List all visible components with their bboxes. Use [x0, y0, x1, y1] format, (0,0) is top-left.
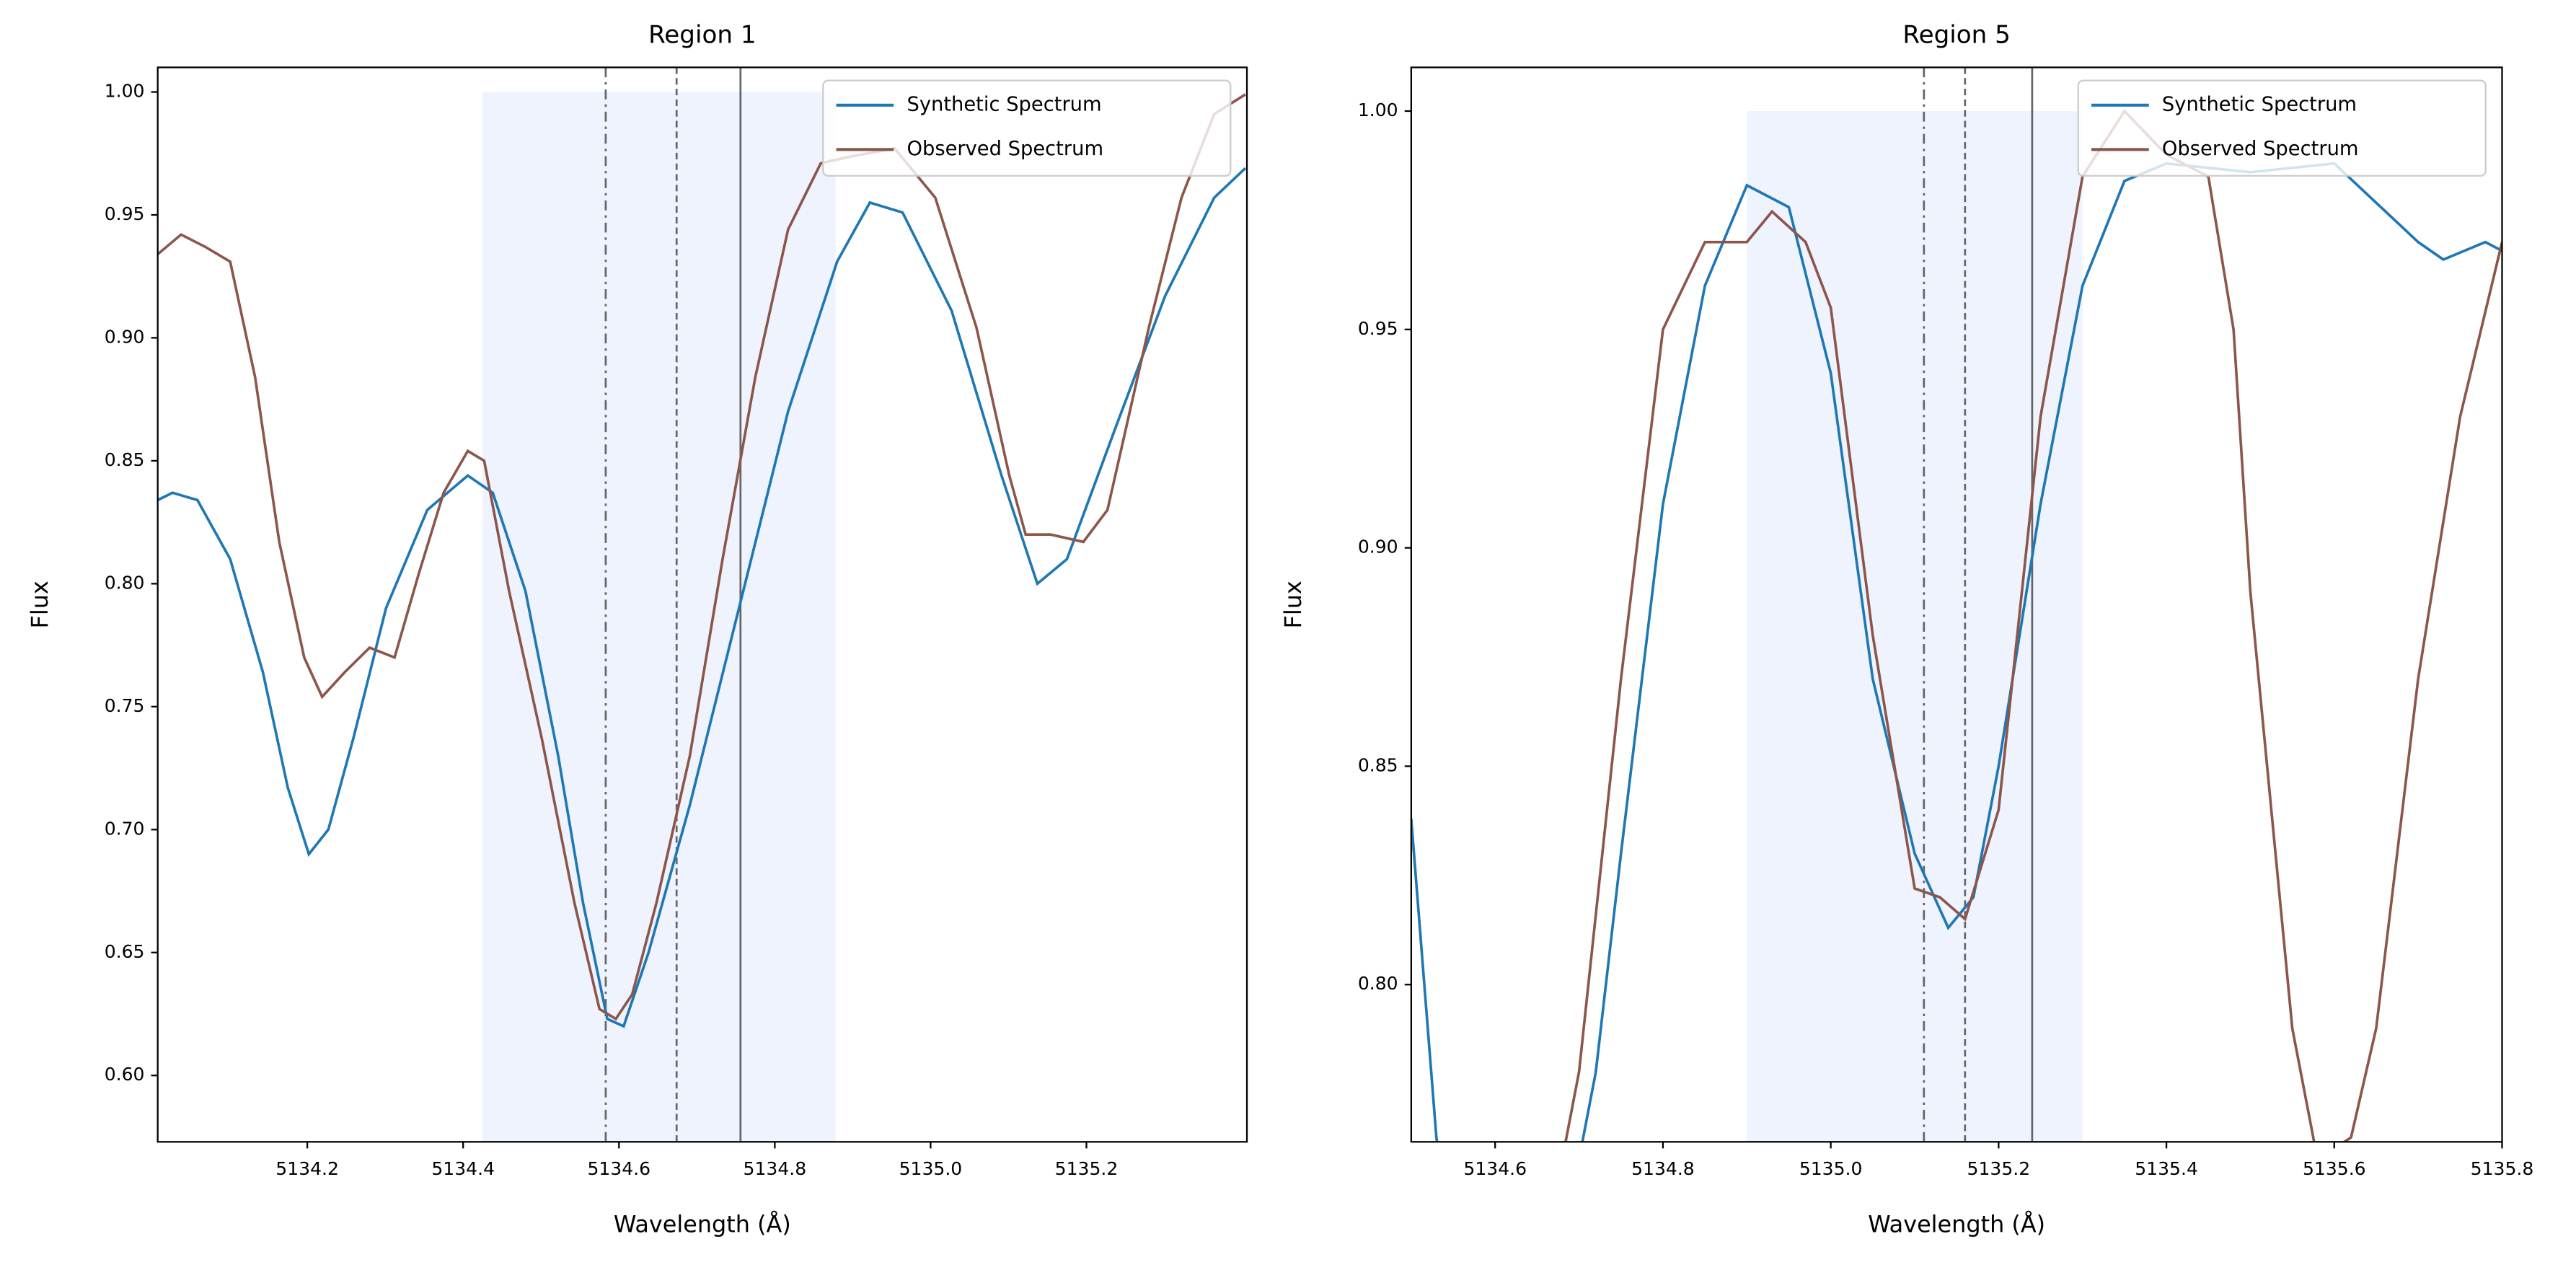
y-tick-label: 0.85 — [1358, 754, 1398, 775]
y-tick-label: 0.90 — [105, 326, 145, 347]
shaded-region — [482, 92, 836, 1142]
subplot: 5134.2 5134.4 5134.6 5134.8 5135.0 5135.2 0.60… — [26, 21, 1248, 1238]
x-tick-label: 5134.4 — [431, 1158, 495, 1179]
x-tick-label: 5135.2 — [1967, 1158, 2031, 1179]
axes-frame — [1410, 66, 2503, 1143]
x-tick-label: 5135.0 — [1799, 1158, 1863, 1179]
x-tick-label: 5134.8 — [1631, 1158, 1695, 1179]
subplot: 5134.6 5134.8 5135.0 5135.2 5135.4 5135.6 5135… — [1279, 21, 2534, 1238]
y-tick-label: 0.80 — [105, 572, 145, 593]
y-tick-label: 0.85 — [105, 449, 145, 470]
x-tick-label: 5135.0 — [899, 1158, 963, 1179]
y-tick-label: 1.00 — [1358, 100, 1398, 120]
axes-frame — [156, 66, 1248, 1143]
x-tick-label: 5134.6 — [587, 1158, 650, 1179]
y-tick-label: 0.95 — [1358, 318, 1398, 339]
legend-label: Synthetic Spectrum — [907, 93, 1101, 115]
y-tick-label: 0.65 — [105, 941, 145, 962]
y-tick-label: 1.00 — [105, 81, 145, 102]
spectrum-line — [157, 93, 1246, 1021]
y-tick-label: 0.70 — [105, 818, 145, 839]
subplot-title: Region 5 — [1902, 21, 2011, 50]
legend-frame — [822, 79, 1232, 177]
shaded-region — [1747, 110, 2083, 1142]
legend: Synthetic Spectrum Observed Spectrum — [2077, 79, 2487, 177]
spectrum-line — [1564, 109, 2502, 1142]
y-tick-label: 0.90 — [1358, 537, 1398, 557]
legend-label: Observed Spectrum — [2162, 138, 2359, 160]
y-tick-label: 0.95 — [105, 203, 145, 224]
y-axis-label: Flux — [1279, 581, 1307, 628]
legend-frame — [2077, 79, 2487, 177]
y-tick-label: 0.60 — [105, 1064, 145, 1085]
y-tick-label: 0.80 — [1358, 973, 1398, 994]
legend-label: Synthetic Spectrum — [2162, 93, 2357, 115]
subplot-title: Region 1 — [648, 21, 757, 50]
y-tick-label: 0.75 — [105, 695, 145, 716]
x-tick-label: 5135.8 — [2471, 1158, 2534, 1179]
x-axis-label: Wavelength (Å) — [614, 1210, 791, 1238]
x-tick-label: 5135.4 — [2135, 1158, 2198, 1179]
spectrum-line — [157, 167, 1247, 1028]
x-axis-label: Wavelength (Å) — [1868, 1210, 2045, 1238]
x-tick-label: 5135.2 — [1055, 1158, 1119, 1179]
y-axis-label: Flux — [26, 581, 53, 628]
x-tick-label: 5134.6 — [1463, 1158, 1527, 1179]
x-tick-label: 5134.8 — [744, 1158, 807, 1179]
x-tick-label: 5135.6 — [2303, 1158, 2366, 1179]
legend: Synthetic Spectrum Observed Spectrum — [822, 79, 1232, 177]
x-tick-label: 5134.2 — [275, 1158, 339, 1179]
legend-label: Observed Spectrum — [907, 138, 1103, 160]
